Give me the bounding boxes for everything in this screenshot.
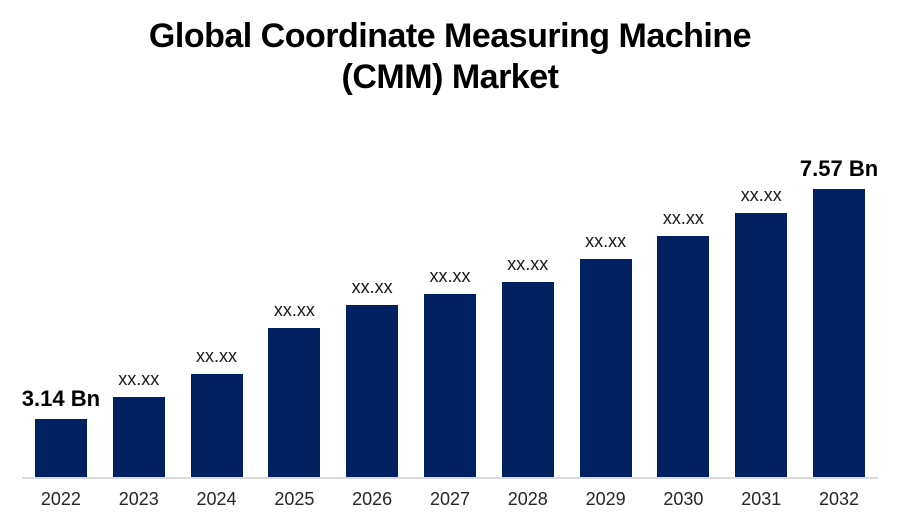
bar: [813, 189, 866, 477]
bar-group-2022: 3.14 Bn: [22, 152, 100, 477]
bar-group-2028: xx.xx: [489, 152, 567, 477]
bar-group-2026: xx.xx: [333, 152, 411, 477]
bar: [423, 294, 476, 477]
plot-area: 3.14 Bn xx.xx xx.xx xx.xx xx.xx xx.xx xx…: [22, 152, 878, 479]
bar: [112, 397, 165, 477]
bar-value-label: xx.xx: [196, 346, 238, 366]
bar: [34, 419, 87, 477]
bar-value-label: xx.xx: [507, 254, 549, 274]
x-axis-tick-label: 2031: [741, 489, 782, 509]
bar-group-2023: xx.xx: [100, 152, 178, 477]
bar-group-2027: xx.xx: [411, 152, 489, 477]
x-axis-tick-label: 2024: [196, 489, 237, 509]
bar: [346, 305, 399, 477]
bar-value-label: 7.57 Bn: [799, 156, 879, 181]
bar: [268, 328, 321, 477]
bar-group-2029: xx.xx: [567, 152, 645, 477]
bar-value-label: xx.xx: [429, 266, 471, 286]
bar-group-2025: xx.xx: [255, 152, 333, 477]
x-axis-tick-label: 2023: [118, 489, 159, 509]
chart-title: Global Coordinate Measuring Machine (CMM…: [0, 16, 900, 99]
bar-value-label: 3.14 Bn: [21, 386, 101, 411]
bar-value-label: xx.xx: [118, 369, 160, 389]
x-axis-tick-label: 2029: [585, 489, 626, 509]
x-axis: 2022 2023 2024 2025 2026 2027 2028 2029 …: [22, 489, 878, 510]
bar: [190, 374, 243, 477]
bar-value-label: xx.xx: [662, 208, 704, 228]
bar-value-label: xx.xx: [585, 231, 627, 251]
chart-title-line2: (CMM) Market: [341, 58, 559, 97]
x-axis-tick-label: 2022: [40, 489, 81, 509]
bar: [579, 259, 632, 477]
bar-group-2024: xx.xx: [178, 152, 256, 477]
x-axis-tick-label: 2028: [507, 489, 548, 509]
x-axis-tick-label: 2030: [663, 489, 704, 509]
x-axis-tick-label: 2032: [819, 489, 860, 509]
bar-group-2032: 7.57 Bn: [800, 152, 878, 477]
bar: [657, 236, 710, 477]
x-axis-tick-label: 2026: [352, 489, 393, 509]
x-axis-tick-label: 2027: [429, 489, 470, 509]
bar-group-2031: xx.xx: [722, 152, 800, 477]
bar-group-2030: xx.xx: [645, 152, 723, 477]
bar: [501, 282, 554, 477]
bar-value-label: xx.xx: [351, 277, 393, 297]
chart-title-line1: Global Coordinate Measuring Machine: [148, 17, 752, 55]
x-axis-tick-label: 2025: [274, 489, 315, 509]
bar-value-label: xx.xx: [740, 185, 782, 205]
bar: [735, 213, 788, 477]
bar-value-label: xx.xx: [273, 300, 315, 320]
